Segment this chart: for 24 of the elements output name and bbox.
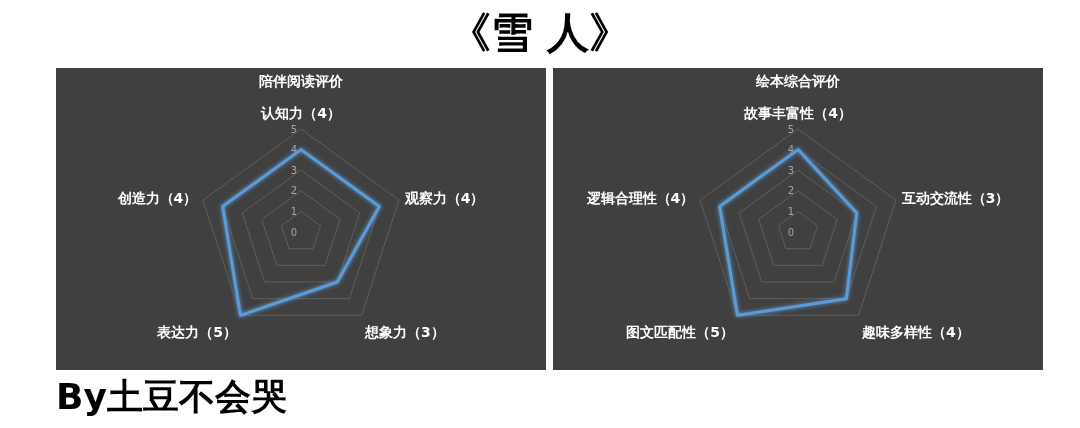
y-tick-label: 2 bbox=[787, 185, 794, 197]
y-tick-label: 0 bbox=[290, 226, 297, 238]
text: 《雪 人》 bbox=[448, 7, 632, 57]
spoke-label: 故事丰富性（4） bbox=[743, 105, 852, 121]
chart-title: 陪伴阅读评价 bbox=[259, 73, 344, 89]
spoke-label: 图文匹配性（5） bbox=[626, 324, 734, 341]
y-tick-label: 5 bbox=[290, 123, 297, 135]
text: By土豆不会哭 bbox=[56, 375, 287, 417]
y-tick-label: 0 bbox=[787, 226, 794, 238]
y-tick-label: 2 bbox=[290, 185, 297, 197]
y-tick-label: 3 bbox=[787, 164, 794, 176]
chart-title: 绘本综合评价 bbox=[755, 73, 841, 89]
y-tick-label: 5 bbox=[787, 123, 794, 135]
spoke-label: 认知力（4） bbox=[260, 105, 341, 121]
spoke-label: 想象力（3） bbox=[364, 324, 445, 341]
spoke-label: 创造力（4） bbox=[116, 190, 198, 207]
spoke-label: 互动交流性（3） bbox=[900, 190, 1010, 207]
spoke-label: 趣味多样性（4） bbox=[861, 324, 970, 341]
spoke-label: 表达力（5） bbox=[156, 324, 237, 341]
y-tick-label: 1 bbox=[787, 205, 794, 217]
y-tick-label: 3 bbox=[290, 164, 297, 176]
spoke-label: 逻辑合理性（4） bbox=[585, 190, 695, 207]
spoke-label: 观察力（4） bbox=[403, 190, 485, 207]
y-tick-label: 1 bbox=[290, 205, 297, 217]
